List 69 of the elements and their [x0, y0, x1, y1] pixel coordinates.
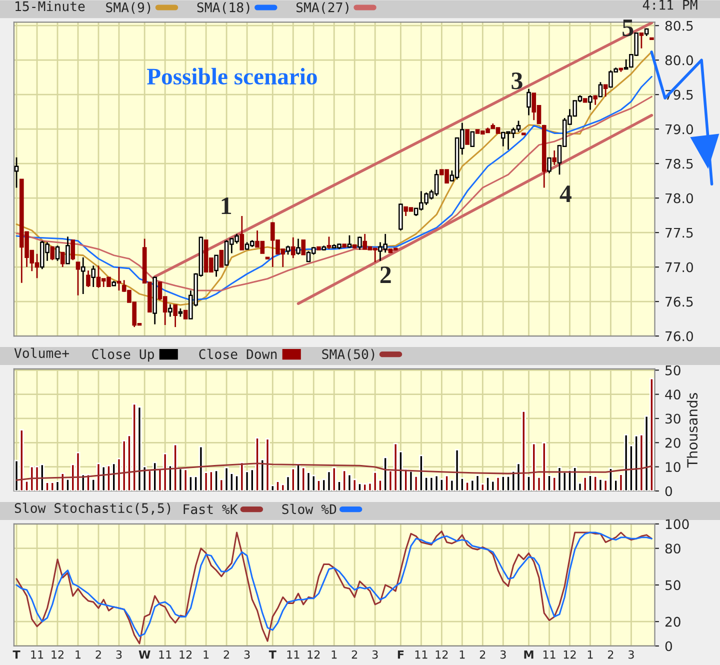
chart-title: Volume+: [14, 348, 70, 358]
annotation: Possible scenario: [147, 68, 317, 85]
x-tick-label: W: [138, 650, 150, 659]
y-tick-label: 0: [665, 641, 672, 652]
x-tick-label: 3: [116, 650, 122, 659]
x-tick-label: 1: [588, 650, 593, 659]
chart-title: Slow Stochastic(5,5): [14, 502, 170, 515]
x-tick-label: T: [12, 650, 20, 659]
y-tick-label: 80.0: [665, 55, 693, 66]
legend-label: SMA(9): [106, 2, 150, 14]
x-tick-label: 3: [244, 650, 250, 659]
x-tick-label: 1: [204, 650, 209, 659]
y-axis-title: Thousands: [686, 393, 698, 468]
x-tick-label: 12: [52, 650, 64, 659]
x-tick-label: 2: [352, 650, 358, 659]
y-tick-label: 76.5: [666, 296, 693, 307]
legend-label: SMA(27): [296, 2, 348, 14]
x-tick-label: 3: [500, 650, 506, 659]
x-tick-label: 11: [287, 650, 300, 659]
x-tick-label: 2: [96, 650, 101, 659]
y-tick-label: 20: [665, 438, 680, 448]
y-tick-label: 76.0: [666, 331, 693, 342]
x-tick-label: T: [268, 650, 276, 659]
x-tick-label: 2: [480, 650, 486, 659]
legend-label: Close Down: [199, 348, 277, 360]
y-tick-label: 79.0: [666, 124, 693, 134]
y-tick-label: 40: [665, 390, 680, 400]
y-tick-label: 50: [666, 365, 680, 376]
text: 4:11 PM: [642, 0, 698, 10]
y-tick-label: 10: [666, 462, 680, 472]
legend-label: Fast %K: [184, 504, 238, 514]
annotation: 2: [380, 266, 391, 284]
x-tick-label: 12: [436, 650, 448, 659]
x-tick-label: 2: [608, 650, 614, 659]
x-tick-label: 11: [415, 650, 428, 659]
legend-label: Slow %D: [282, 504, 336, 514]
x-tick-label: 12: [564, 650, 576, 659]
x-tick-label: 11: [159, 650, 172, 659]
legend-label: SMA(18): [197, 2, 250, 14]
y-tick-label: 50: [666, 580, 680, 590]
y-tick-label: 0: [665, 486, 672, 496]
y-tick-label: 77.5: [666, 228, 693, 238]
legend-label: SMA(50): [322, 348, 374, 361]
x-tick-label: 1: [76, 650, 81, 659]
chart-title: 15-Minute: [16, 1, 85, 12]
x-tick-label: 3: [628, 650, 634, 659]
x-tick-label: 11: [31, 650, 44, 659]
x-tick-label: 2: [224, 650, 229, 659]
legend-label: Close Up: [92, 348, 154, 362]
annotation: 4: [560, 186, 572, 202]
annotation: 3: [512, 72, 522, 90]
x-tick-label: 12: [308, 650, 320, 659]
annotation: 5: [622, 20, 634, 36]
x-tick-label: 12: [180, 650, 192, 659]
x-tick-label: 1: [460, 650, 465, 659]
annotation: 1: [222, 197, 232, 214]
y-tick-label: 30: [665, 414, 680, 424]
y-tick-label: 80: [665, 544, 680, 554]
y-tick-label: 78.0: [666, 193, 693, 204]
x-tick-label: 3: [372, 650, 378, 659]
y-tick-label: 20: [665, 616, 680, 627]
x-tick-label: 11: [543, 650, 556, 659]
y-tick-label: 100: [666, 519, 689, 530]
y-tick-label: 77.0: [666, 262, 693, 272]
x-tick-label: M: [524, 650, 534, 659]
x-tick-label: F: [398, 650, 404, 659]
y-tick-label: 80.5: [665, 20, 693, 31]
x-tick-label: 1: [332, 650, 337, 659]
y-tick-label: 78.5: [666, 158, 693, 169]
